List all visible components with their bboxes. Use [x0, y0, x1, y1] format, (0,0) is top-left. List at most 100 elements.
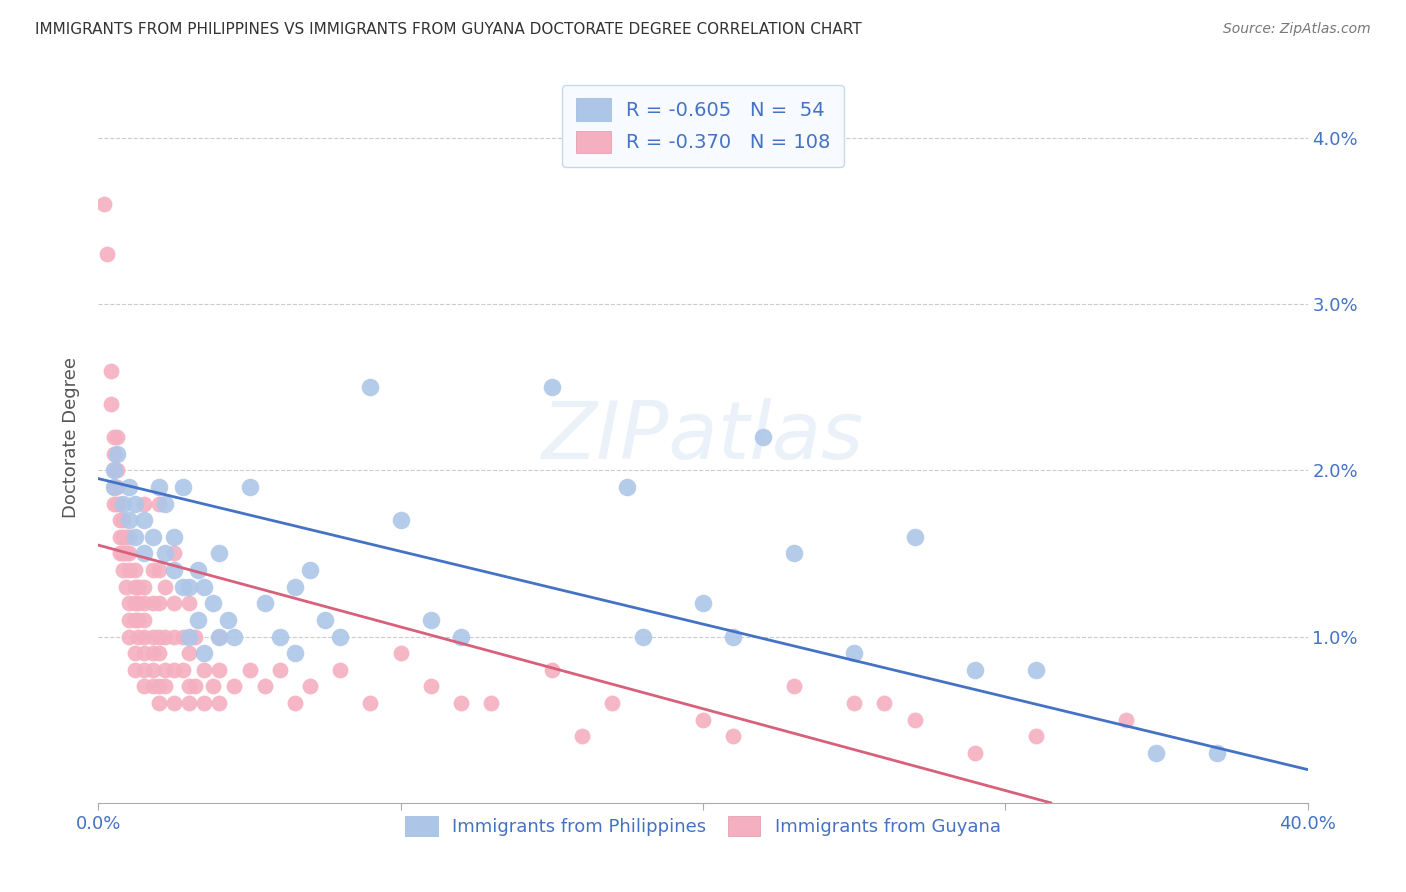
Point: [1144, 746, 1167, 760]
Point: [124, 596, 146, 610]
Point: [132, 596, 155, 610]
Point: [153, 680, 176, 694]
Point: [103, 480, 125, 494]
Y-axis label: Doctorate Degree: Doctorate Degree: [62, 357, 80, 517]
Point: [103, 480, 125, 494]
Text: IMMIGRANTS FROM PHILIPPINES VS IMMIGRANTS FROM GUYANA DOCTORATE DEGREE CORRELATI: IMMIGRANTS FROM PHILIPPINES VS IMMIGRANT…: [35, 22, 862, 37]
Point: [208, 630, 231, 644]
Point: [602, 696, 624, 710]
Point: [148, 563, 170, 577]
Point: [163, 530, 186, 544]
Point: [124, 663, 146, 677]
Point: [105, 430, 128, 444]
Point: [148, 497, 170, 511]
Point: [193, 580, 215, 594]
Point: [208, 546, 231, 560]
Point: [93, 197, 115, 211]
Point: [284, 580, 307, 594]
Point: [148, 696, 170, 710]
Point: [540, 380, 562, 394]
Point: [299, 680, 322, 694]
Point: [132, 680, 155, 694]
Point: [253, 680, 276, 694]
Point: [172, 663, 194, 677]
Text: ZIPatlas: ZIPatlas: [541, 398, 865, 476]
Point: [844, 646, 866, 660]
Point: [163, 546, 186, 560]
Point: [142, 563, 165, 577]
Point: [163, 696, 186, 710]
Point: [1115, 713, 1137, 727]
Point: [105, 447, 128, 461]
Point: [108, 497, 131, 511]
Point: [142, 596, 165, 610]
Point: [187, 563, 209, 577]
Point: [389, 513, 412, 527]
Point: [108, 546, 131, 560]
Point: [360, 380, 382, 394]
Point: [111, 513, 134, 527]
Point: [692, 596, 714, 610]
Point: [184, 680, 207, 694]
Point: [103, 463, 125, 477]
Point: [239, 480, 262, 494]
Point: [114, 530, 136, 544]
Point: [873, 696, 896, 710]
Point: [118, 480, 141, 494]
Point: [118, 530, 141, 544]
Point: [163, 563, 186, 577]
Point: [1024, 729, 1046, 743]
Point: [783, 546, 806, 560]
Point: [103, 430, 125, 444]
Point: [114, 580, 136, 594]
Point: [253, 596, 276, 610]
Point: [132, 513, 155, 527]
Point: [172, 630, 194, 644]
Point: [965, 663, 987, 677]
Point: [132, 546, 155, 560]
Point: [142, 630, 165, 644]
Point: [108, 513, 131, 527]
Point: [148, 680, 170, 694]
Point: [132, 630, 155, 644]
Point: [179, 696, 201, 710]
Point: [124, 563, 146, 577]
Point: [163, 663, 186, 677]
Point: [153, 546, 176, 560]
Point: [202, 680, 225, 694]
Point: [269, 663, 291, 677]
Point: [132, 613, 155, 627]
Point: [163, 630, 186, 644]
Point: [103, 463, 125, 477]
Point: [118, 630, 141, 644]
Point: [118, 613, 141, 627]
Point: [153, 663, 176, 677]
Point: [224, 680, 246, 694]
Point: [193, 696, 215, 710]
Point: [481, 696, 503, 710]
Point: [132, 497, 155, 511]
Point: [108, 530, 131, 544]
Point: [844, 696, 866, 710]
Point: [783, 680, 806, 694]
Point: [723, 729, 745, 743]
Point: [239, 663, 262, 677]
Point: [179, 646, 201, 660]
Point: [124, 613, 146, 627]
Point: [132, 663, 155, 677]
Point: [132, 646, 155, 660]
Point: [132, 580, 155, 594]
Point: [179, 630, 201, 644]
Point: [329, 630, 352, 644]
Point: [124, 646, 146, 660]
Point: [208, 663, 231, 677]
Point: [118, 513, 141, 527]
Point: [193, 646, 215, 660]
Point: [124, 497, 146, 511]
Point: [163, 596, 186, 610]
Point: [571, 729, 593, 743]
Point: [148, 630, 170, 644]
Point: [184, 630, 207, 644]
Point: [202, 596, 225, 610]
Point: [100, 397, 122, 411]
